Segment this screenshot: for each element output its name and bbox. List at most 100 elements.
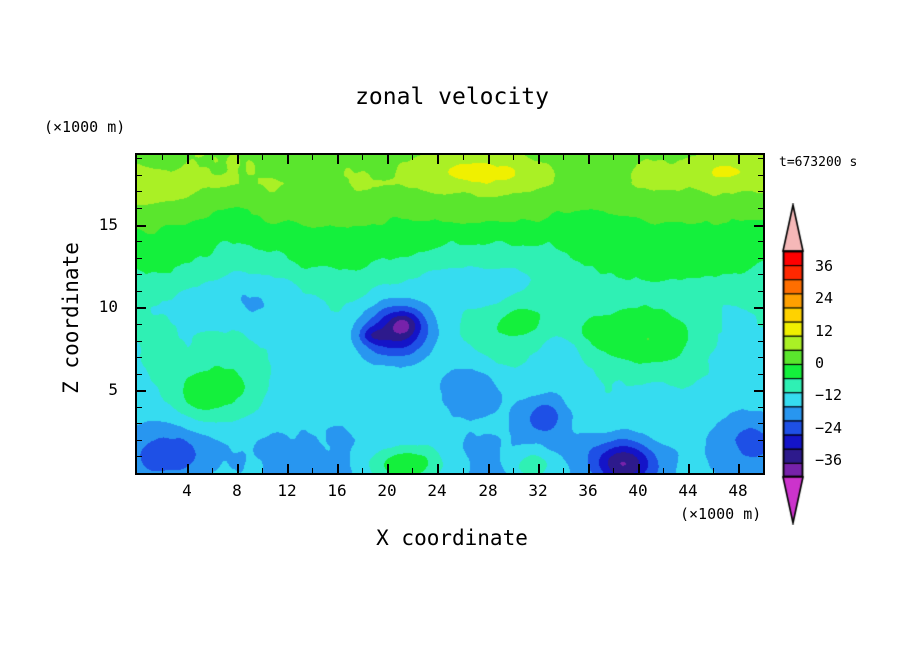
colorbar-tick-label: 24 bbox=[815, 289, 834, 308]
x-axis-minor-tick-top bbox=[312, 155, 313, 160]
y-axis-minor-tick-right bbox=[758, 324, 763, 325]
y-axis-minor-tick-right bbox=[758, 158, 763, 159]
y-axis-minor-tick-right bbox=[758, 208, 763, 209]
y-axis-minor-tick bbox=[137, 158, 142, 159]
y-axis-minor-tick bbox=[137, 208, 142, 209]
colorbar-tick-label: 0 bbox=[815, 354, 825, 372]
x-axis-minor-tick bbox=[262, 468, 263, 473]
x-axis-tick-label: 8 bbox=[232, 481, 242, 500]
y-axis-minor-tick-right bbox=[758, 175, 763, 176]
x-axis-minor-tick-top bbox=[713, 155, 714, 160]
page-title: zonal velocity bbox=[355, 84, 549, 110]
y-axis-major-tick-right bbox=[754, 307, 763, 309]
contour-field-canvas bbox=[137, 155, 763, 473]
x-axis-minor-tick bbox=[162, 468, 163, 473]
x-axis-major-tick bbox=[337, 464, 339, 473]
y-axis-minor-tick-right bbox=[758, 258, 763, 259]
x-axis-major-tick bbox=[638, 464, 640, 473]
x-axis-major-tick-top bbox=[638, 155, 640, 164]
x-axis-minor-tick-top bbox=[613, 155, 614, 160]
x-axis-major-tick bbox=[488, 464, 490, 473]
x-axis-unit-label: (×1000 m) bbox=[680, 505, 762, 523]
contour-plot-area bbox=[135, 153, 765, 475]
x-axis-minor-tick-top bbox=[212, 155, 213, 160]
x-axis-tick-label: 20 bbox=[377, 481, 397, 500]
y-axis-minor-tick bbox=[137, 357, 142, 358]
x-axis-major-tick bbox=[287, 464, 289, 473]
y-axis-minor-tick bbox=[137, 175, 142, 176]
x-axis-minor-tick-top bbox=[463, 155, 464, 160]
x-axis-major-tick-top bbox=[387, 155, 389, 164]
x-axis-minor-tick-top bbox=[262, 155, 263, 160]
x-axis-major-tick bbox=[538, 464, 540, 473]
y-axis-minor-tick bbox=[137, 191, 142, 192]
x-axis-major-tick-top bbox=[337, 155, 339, 164]
y-axis-minor-tick-right bbox=[758, 456, 763, 457]
y-axis-minor-tick-right bbox=[758, 440, 763, 441]
y-axis-minor-tick-right bbox=[758, 423, 763, 424]
colorbar-tick-label: −24 bbox=[815, 418, 843, 437]
x-axis-major-tick bbox=[588, 464, 590, 473]
y-axis-major-tick-right bbox=[754, 390, 763, 392]
y-axis-minor-tick bbox=[137, 456, 142, 457]
y-axis-major-tick bbox=[137, 225, 146, 227]
x-axis-major-tick bbox=[738, 464, 740, 473]
y-axis-minor-tick bbox=[137, 374, 142, 375]
x-axis-major-tick bbox=[437, 464, 439, 473]
y-axis-minor-tick-right bbox=[758, 357, 763, 358]
x-axis-tick-label: 16 bbox=[327, 481, 347, 500]
y-axis-minor-tick bbox=[137, 324, 142, 325]
y-axis-minor-tick bbox=[137, 407, 142, 408]
x-axis-major-tick-top bbox=[688, 155, 690, 164]
y-axis-minor-tick-right bbox=[758, 274, 763, 275]
x-axis-minor-tick-top bbox=[412, 155, 413, 160]
x-axis-minor-tick bbox=[613, 468, 614, 473]
x-axis-minor-tick bbox=[312, 468, 313, 473]
colorbar-tick-label: −12 bbox=[815, 386, 843, 405]
y-axis-major-tick bbox=[137, 390, 146, 392]
y-axis-minor-tick bbox=[137, 258, 142, 259]
x-axis-tick-label: 4 bbox=[182, 481, 192, 500]
y-axis-major-tick bbox=[137, 307, 146, 309]
x-axis-minor-tick-top bbox=[663, 155, 664, 160]
x-axis-minor-tick bbox=[463, 468, 464, 473]
x-axis-tick-label: 36 bbox=[578, 481, 598, 500]
x-axis-major-tick-top bbox=[237, 155, 239, 164]
y-axis-minor-tick-right bbox=[758, 341, 763, 342]
y-axis-minor-tick bbox=[137, 440, 142, 441]
x-axis-tick-label: 24 bbox=[427, 481, 447, 500]
colorbar-tick-label: 36 bbox=[815, 257, 834, 276]
y-axis-tick-label: 15 bbox=[98, 215, 118, 234]
colorbar-canvas bbox=[779, 203, 813, 525]
y-axis-major-tick-right bbox=[754, 225, 763, 227]
x-axis-major-tick-top bbox=[538, 155, 540, 164]
x-axis-minor-tick-top bbox=[563, 155, 564, 160]
timestamp-label: t=673200 s bbox=[779, 155, 858, 170]
y-axis-minor-tick bbox=[137, 274, 142, 275]
colorbar-tick-label: −36 bbox=[815, 450, 843, 469]
y-axis-tick-label: 10 bbox=[98, 297, 118, 316]
y-axis-tick-label: 5 bbox=[108, 380, 118, 399]
x-axis-minor-tick bbox=[563, 468, 564, 473]
x-axis-minor-tick bbox=[412, 468, 413, 473]
y-axis-minor-tick-right bbox=[758, 241, 763, 242]
x-axis-minor-tick bbox=[362, 468, 363, 473]
x-axis-tick-label: 12 bbox=[277, 481, 297, 500]
x-axis-major-tick-top bbox=[488, 155, 490, 164]
x-axis-tick-label: 32 bbox=[528, 481, 548, 500]
x-axis-major-tick-top bbox=[437, 155, 439, 164]
x-axis-major-tick bbox=[688, 464, 690, 473]
x-axis-tick-label: 28 bbox=[478, 481, 498, 500]
x-axis-major-tick bbox=[187, 464, 189, 473]
x-axis-major-tick-top bbox=[187, 155, 189, 164]
x-axis-major-tick-top bbox=[738, 155, 740, 164]
y-axis-minor-tick bbox=[137, 291, 142, 292]
x-axis-minor-tick-top bbox=[162, 155, 163, 160]
colorbar-tick-label: 12 bbox=[815, 321, 834, 340]
x-axis-minor-tick bbox=[713, 468, 714, 473]
x-axis-major-tick bbox=[387, 464, 389, 473]
x-axis-title: X coordinate bbox=[376, 526, 528, 550]
x-axis-tick-label: 40 bbox=[628, 481, 648, 500]
y-axis-minor-tick bbox=[137, 423, 142, 424]
